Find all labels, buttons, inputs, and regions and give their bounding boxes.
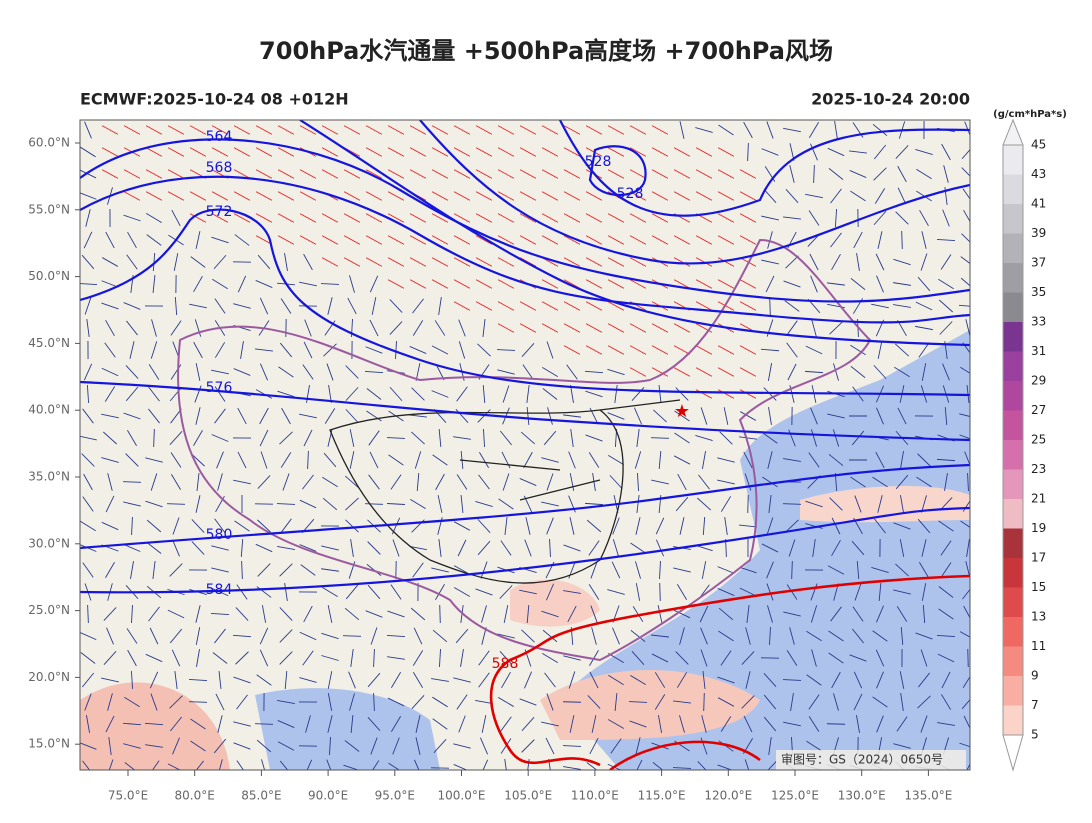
lon-label: 135.0°E <box>904 789 952 803</box>
wind-barb <box>660 583 661 601</box>
wind-barb <box>563 702 581 703</box>
colorbar-box <box>1003 411 1023 441</box>
colorbar-label: 43 <box>1031 167 1046 181</box>
lat-label: 20.0°N <box>28 670 70 684</box>
approval: 审图号：GS（2024）0650号 <box>781 752 943 767</box>
wind-barb <box>440 605 441 623</box>
contour-label: 564 <box>206 129 233 145</box>
wind-barb <box>792 561 793 579</box>
lat-label: 35.0°N <box>28 470 70 484</box>
lon-label: 85.0°E <box>241 789 281 803</box>
colorbar-label: 37 <box>1031 256 1046 270</box>
colorbar-label: 27 <box>1031 403 1046 417</box>
contour-label: 572 <box>206 204 233 220</box>
colorbar-label: 21 <box>1031 492 1046 506</box>
colorbar-box <box>1003 647 1023 677</box>
colorbar-box <box>1003 499 1023 529</box>
colorbar-unit: (g/cm*hPa*s) <box>993 109 1067 120</box>
colorbar-top <box>1003 120 1023 145</box>
colorbar-box <box>1003 145 1023 175</box>
contour-label: 588 <box>492 656 519 672</box>
colorbar-box <box>1003 440 1023 470</box>
colorbar-box <box>1003 322 1023 352</box>
lat-label: 45.0°N <box>28 336 70 350</box>
colorbar-label: 25 <box>1031 433 1046 447</box>
run-info: ECMWF:2025-10-24 08 +012H <box>80 90 349 109</box>
colorbar-label: 7 <box>1031 698 1039 712</box>
colorbar-label: 5 <box>1031 728 1039 742</box>
colorbar-label: 41 <box>1031 197 1046 211</box>
wind-barb <box>902 231 903 249</box>
colorbar-box <box>1003 676 1023 706</box>
wind-barb <box>783 504 801 505</box>
title: 700hPa水汽通量 +500hPa高度场 +700hPa风场 <box>259 37 833 65</box>
colorbar-label: 35 <box>1031 285 1046 299</box>
colorbar-label: 17 <box>1031 551 1046 565</box>
valid-time: 2025-10-24 20:00 <box>811 90 970 109</box>
colorbar-box <box>1003 293 1023 323</box>
lat-label: 40.0°N <box>28 403 70 417</box>
contour-label: 528 <box>617 186 644 202</box>
lat-label: 60.0°N <box>28 136 70 150</box>
colorbar-label: 39 <box>1031 226 1046 240</box>
colorbar-box <box>1003 529 1023 559</box>
colorbar-label: 19 <box>1031 521 1046 535</box>
colorbar-box <box>1003 706 1023 736</box>
colorbar-box <box>1003 204 1023 234</box>
lon-label: 100.0°E <box>438 789 486 803</box>
contour-label: 528 <box>585 154 612 170</box>
lat-label: 25.0°N <box>28 603 70 617</box>
lon-label: 90.0°E <box>308 789 348 803</box>
wind-barb <box>704 693 705 711</box>
colorbar-box <box>1003 617 1023 647</box>
lon-label: 110.0°E <box>571 789 619 803</box>
colorbar-box <box>1003 175 1023 205</box>
city-star: ★ <box>674 401 690 422</box>
lat-label: 50.0°N <box>28 269 70 283</box>
lon-label: 80.0°E <box>175 789 215 803</box>
contour-label: 576 <box>206 380 233 396</box>
colorbar-bottom <box>1003 735 1023 770</box>
lat-label: 15.0°N <box>28 737 70 751</box>
colorbar-label: 31 <box>1031 344 1046 358</box>
wind-barb <box>365 504 383 505</box>
colorbar-label: 9 <box>1031 669 1039 683</box>
lat-label: 30.0°N <box>28 536 70 550</box>
colorbar-label: 33 <box>1031 315 1046 329</box>
colorbar-box <box>1003 381 1023 411</box>
lon-label: 75.0°E <box>108 789 148 803</box>
lat-label: 55.0°N <box>28 202 70 216</box>
contour-label: 568 <box>206 160 233 176</box>
colorbar-label: 15 <box>1031 580 1046 594</box>
colorbar-label: 29 <box>1031 374 1046 388</box>
colorbar-box <box>1003 470 1023 500</box>
colorbar-box <box>1003 588 1023 618</box>
contour-label: 580 <box>206 527 233 543</box>
colorbar-box <box>1003 352 1023 382</box>
lon-label: 115.0°E <box>638 789 686 803</box>
colorbar-label: 45 <box>1031 138 1046 152</box>
colorbar-label: 13 <box>1031 610 1046 624</box>
colorbar-box <box>1003 558 1023 588</box>
lon-label: 125.0°E <box>771 789 819 803</box>
lon-label: 105.0°E <box>504 789 552 803</box>
lon-label: 95.0°E <box>375 789 415 803</box>
wind-barb <box>651 438 669 439</box>
colorbar-box <box>1003 234 1023 264</box>
wind-barb <box>167 504 185 505</box>
colorbar-label: 11 <box>1031 639 1046 653</box>
map: ★ 564 568 572 576 580 584 528 528 588 审图号：GS（202… <box>79 120 977 777</box>
lon-label: 130.0°E <box>838 789 886 803</box>
contour-label: 584 <box>206 582 233 598</box>
colorbar-box <box>1003 263 1023 293</box>
lon-label: 120.0°E <box>704 789 752 803</box>
colorbar-label: 23 <box>1031 462 1046 476</box>
